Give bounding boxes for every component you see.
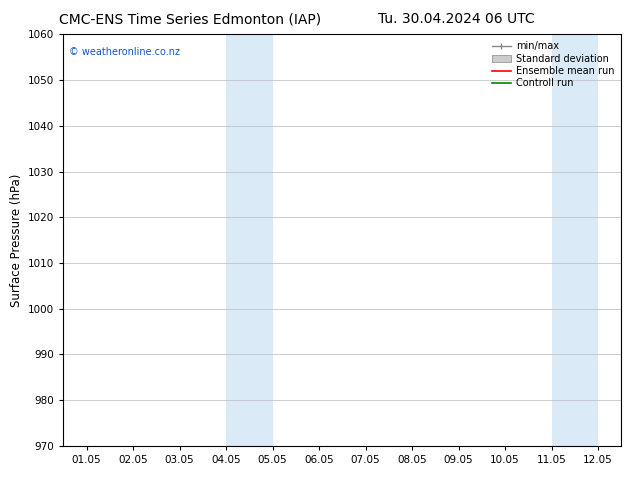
Bar <box>552 34 598 446</box>
Legend: min/max, Standard deviation, Ensemble mean run, Controll run: min/max, Standard deviation, Ensemble me… <box>489 39 616 90</box>
Text: Tu. 30.04.2024 06 UTC: Tu. 30.04.2024 06 UTC <box>378 12 535 26</box>
Text: © weatheronline.co.nz: © weatheronline.co.nz <box>69 47 180 57</box>
Bar <box>226 34 273 446</box>
Text: CMC-ENS Time Series Edmonton (IAP): CMC-ENS Time Series Edmonton (IAP) <box>59 12 321 26</box>
Y-axis label: Surface Pressure (hPa): Surface Pressure (hPa) <box>10 173 23 307</box>
